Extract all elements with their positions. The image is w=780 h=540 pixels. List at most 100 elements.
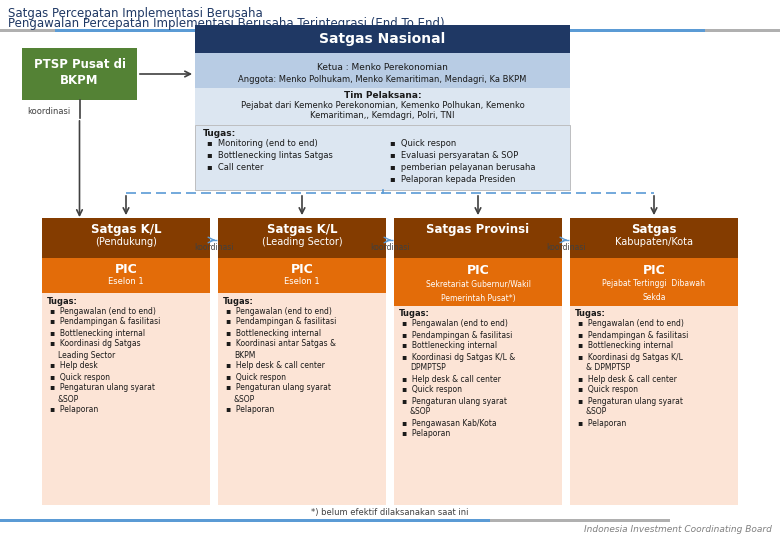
Text: ▪  Help desk & call center: ▪ Help desk & call center — [226, 361, 325, 370]
Bar — [570, 218, 738, 258]
Bar — [394, 218, 562, 258]
Text: ▪  Evaluasi persyaratan & SOP: ▪ Evaluasi persyaratan & SOP — [390, 152, 518, 160]
Text: PIC: PIC — [115, 263, 137, 276]
Text: Indonesia Investment Coordinating Board: Indonesia Investment Coordinating Board — [584, 524, 772, 534]
Text: Tugas:: Tugas: — [399, 309, 430, 319]
Text: Ketua : Menko Perekonomian: Ketua : Menko Perekonomian — [317, 64, 448, 72]
Text: Satgas K/L: Satgas K/L — [90, 224, 161, 237]
Text: ▪  Pelaporan: ▪ Pelaporan — [402, 429, 450, 438]
Bar — [195, 88, 570, 125]
Bar — [705, 29, 780, 32]
Text: *) belum efektif dilaksanakan saat ini: *) belum efektif dilaksanakan saat ini — [311, 508, 469, 516]
Bar — [0, 29, 55, 32]
Text: &SOP: &SOP — [586, 408, 608, 416]
Text: ▪  Bottlenecking internal: ▪ Bottlenecking internal — [50, 328, 145, 338]
Text: PIC: PIC — [291, 263, 314, 276]
Text: Sekretariat Gubernur/Wakil: Sekretariat Gubernur/Wakil — [426, 280, 530, 288]
Text: ▪  Pengawalan (end to end): ▪ Pengawalan (end to end) — [578, 320, 684, 328]
Text: ▪  Quick respon: ▪ Quick respon — [402, 386, 462, 395]
Text: Kabupaten/Kota: Kabupaten/Kota — [615, 237, 693, 247]
Text: Satgas: Satgas — [631, 224, 677, 237]
Bar — [42, 218, 210, 258]
Text: koordinasi: koordinasi — [194, 244, 234, 253]
Text: PIC: PIC — [643, 264, 665, 276]
Bar — [55, 29, 705, 32]
Bar — [218, 293, 386, 505]
Text: ▪  pemberian pelayanan berusaha: ▪ pemberian pelayanan berusaha — [390, 164, 536, 172]
Text: ▪  Pelaporan: ▪ Pelaporan — [578, 418, 626, 428]
Text: ▪  Pengaturan ulang syarat: ▪ Pengaturan ulang syarat — [226, 383, 331, 393]
Text: Pemerintah Pusat*): Pemerintah Pusat*) — [441, 294, 516, 302]
Bar — [0, 518, 490, 522]
Text: ▪  Help desk: ▪ Help desk — [50, 361, 98, 370]
Text: ▪  Pengaturan ulang syarat: ▪ Pengaturan ulang syarat — [402, 396, 507, 406]
Bar — [42, 293, 210, 505]
Text: Pejabat Tertinggi  Dibawah: Pejabat Tertinggi Dibawah — [602, 280, 705, 288]
Text: ▪  Quick respon: ▪ Quick respon — [390, 139, 456, 148]
Text: ▪  Pengawalan (end to end): ▪ Pengawalan (end to end) — [402, 320, 508, 328]
Text: ▪  Pendampingan & fasilitasi: ▪ Pendampingan & fasilitasi — [402, 330, 512, 340]
Text: Tugas:: Tugas: — [223, 296, 254, 306]
Text: &SOP: &SOP — [58, 395, 80, 403]
Bar — [42, 258, 210, 293]
Text: ▪  Koordinasi dg Satgas: ▪ Koordinasi dg Satgas — [50, 340, 140, 348]
Text: ▪  Pelaporan kepada Presiden: ▪ Pelaporan kepada Presiden — [390, 176, 516, 185]
Text: koordinasi: koordinasi — [27, 107, 70, 117]
Text: & DPMPTSP: & DPMPTSP — [586, 363, 630, 373]
Text: ▪  Bottlenecking internal: ▪ Bottlenecking internal — [402, 341, 497, 350]
Text: Anggota: Menko Polhukam, Menko Kemaritiman, Mendagri, Ka BKPM: Anggota: Menko Polhukam, Menko Kemaritim… — [239, 76, 526, 84]
Text: PIC: PIC — [466, 264, 489, 276]
Text: ▪  Bottlenecking lintas Satgas: ▪ Bottlenecking lintas Satgas — [207, 152, 333, 160]
Bar — [22, 48, 137, 100]
Text: ▪  Pengawalan (end to end): ▪ Pengawalan (end to end) — [226, 307, 332, 315]
Text: ▪  Call center: ▪ Call center — [207, 164, 264, 172]
Bar — [570, 258, 738, 306]
Text: Satgas K/L: Satgas K/L — [267, 224, 337, 237]
Text: ▪  Pendampingan & fasilitasi: ▪ Pendampingan & fasilitasi — [578, 330, 689, 340]
Text: (Leading Sector): (Leading Sector) — [261, 237, 342, 247]
Text: Satgas Provinsi: Satgas Provinsi — [427, 224, 530, 237]
Text: Satgas Nasional: Satgas Nasional — [319, 32, 445, 46]
Text: BKPM: BKPM — [234, 350, 255, 360]
Text: ▪  Pengawasan Kab/Kota: ▪ Pengawasan Kab/Kota — [402, 418, 497, 428]
Bar — [570, 306, 738, 505]
Text: ▪  Help desk & call center: ▪ Help desk & call center — [578, 375, 677, 383]
Text: Satgas Percepatan Implementasi Berusaha: Satgas Percepatan Implementasi Berusaha — [8, 6, 263, 19]
Text: ▪  Bottlenecking internal: ▪ Bottlenecking internal — [226, 328, 321, 338]
Text: Leading Sector: Leading Sector — [58, 350, 115, 360]
Bar — [195, 53, 570, 88]
Text: (Pendukung): (Pendukung) — [95, 237, 157, 247]
Text: Tugas:: Tugas: — [47, 296, 78, 306]
Text: ▪  Quick respon: ▪ Quick respon — [578, 386, 638, 395]
Text: ▪  Pelaporan: ▪ Pelaporan — [226, 406, 275, 415]
Text: ▪  Pelaporan: ▪ Pelaporan — [50, 406, 98, 415]
Text: ▪  Pendampingan & fasilitasi: ▪ Pendampingan & fasilitasi — [226, 318, 336, 327]
Text: Eselon 1: Eselon 1 — [284, 277, 320, 286]
Text: ▪  Help desk & call center: ▪ Help desk & call center — [402, 375, 501, 383]
Text: ▪  Quick respon: ▪ Quick respon — [50, 373, 110, 381]
Text: Tim Pelaksana:: Tim Pelaksana: — [344, 91, 421, 100]
Bar — [218, 258, 386, 293]
Bar — [394, 306, 562, 505]
Text: Kemaritiman,, Kemdagri, Polri, TNI: Kemaritiman,, Kemdagri, Polri, TNI — [310, 111, 455, 119]
Text: koordinasi: koordinasi — [370, 244, 410, 253]
Text: ▪  Pengaturan ulang syarat: ▪ Pengaturan ulang syarat — [50, 383, 155, 393]
Text: &SOP: &SOP — [410, 408, 431, 416]
Text: Sekda: Sekda — [642, 294, 666, 302]
Bar — [195, 25, 570, 53]
Text: Eselon 1: Eselon 1 — [108, 277, 144, 286]
Text: Pejabat dari Kemenko Perekonomian, Kemenko Polhukan, Kemenko: Pejabat dari Kemenko Perekonomian, Kemen… — [240, 100, 524, 110]
Text: ▪  Koordinasi dg Satgas K/L: ▪ Koordinasi dg Satgas K/L — [578, 353, 682, 361]
Bar — [394, 258, 562, 306]
Text: Tugas:: Tugas: — [203, 129, 236, 138]
Text: ▪  Koordinasi antar Satgas &: ▪ Koordinasi antar Satgas & — [226, 340, 336, 348]
Text: ▪  Pendampingan & fasilitasi: ▪ Pendampingan & fasilitasi — [50, 318, 161, 327]
Text: Tugas:: Tugas: — [575, 309, 606, 319]
Bar — [490, 518, 670, 522]
Bar — [218, 218, 386, 258]
Text: ▪  Quick respon: ▪ Quick respon — [226, 373, 286, 381]
Text: PTSP Pusat di: PTSP Pusat di — [34, 58, 126, 71]
Text: ▪  Pengaturan ulang syarat: ▪ Pengaturan ulang syarat — [578, 396, 683, 406]
Text: ▪  Pengawalan (end to end): ▪ Pengawalan (end to end) — [50, 307, 156, 315]
Text: DPMPTSP: DPMPTSP — [410, 363, 445, 373]
